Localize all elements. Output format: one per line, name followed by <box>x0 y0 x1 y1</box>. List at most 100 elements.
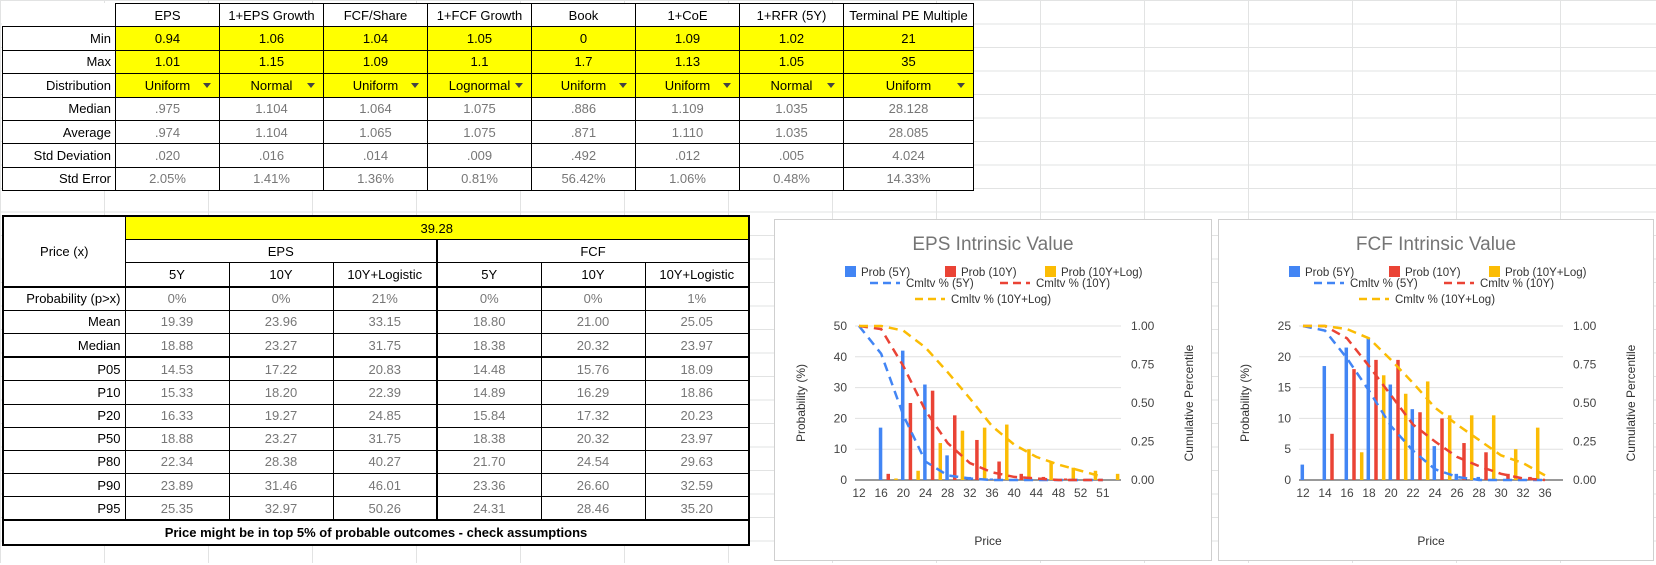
eps-intrinsic-value-chart[interactable]: EPS Intrinsic Value Prob (5Y) Prob (10Y) Pr… <box>774 219 1212 561</box>
table-cell[interactable]: 22.39 <box>332 380 438 405</box>
input-cell[interactable]: 1.01 <box>115 49 220 75</box>
table-cell[interactable]: 35.20 <box>644 496 750 521</box>
table-cell[interactable]: 17.32 <box>540 403 646 428</box>
table-cell[interactable]: 24.85 <box>332 403 438 428</box>
subheader-cell[interactable]: 10Y <box>228 262 334 288</box>
row-label[interactable]: Median <box>2 96 116 121</box>
table-cell[interactable]: 18.38 <box>436 426 542 451</box>
stat-cell[interactable]: 2.05% <box>115 166 220 192</box>
distribution-dropdown[interactable]: Uniform <box>635 73 740 98</box>
table-cell[interactable]: 19.39 <box>124 309 230 334</box>
stat-cell[interactable]: 1.104 <box>219 96 324 121</box>
stat-cell[interactable]: 1.06% <box>635 166 740 192</box>
stat-cell[interactable]: 1.065 <box>323 119 428 145</box>
stat-cell[interactable]: 1.075 <box>427 96 532 121</box>
stat-cell[interactable]: .020 <box>115 143 220 168</box>
distribution-dropdown[interactable]: Uniform <box>843 73 974 98</box>
stat-cell[interactable]: 0.81% <box>427 166 532 192</box>
table-cell[interactable]: 21.00 <box>540 309 646 334</box>
table-cell[interactable]: 14.89 <box>436 380 542 405</box>
warning-message[interactable]: Price might be in top 5% of probable out… <box>2 519 750 546</box>
table-cell[interactable]: 28.38 <box>228 449 334 475</box>
stat-cell[interactable]: 56.42% <box>531 166 636 192</box>
row-label[interactable]: P80 <box>2 449 126 475</box>
stat-cell[interactable]: .009 <box>427 143 532 168</box>
row-label[interactable]: P95 <box>2 496 126 521</box>
stat-cell[interactable]: 1.36% <box>323 166 428 192</box>
dropdown-arrow-icon[interactable] <box>957 83 965 89</box>
stat-cell[interactable]: .005 <box>739 143 844 168</box>
input-cell[interactable]: 21 <box>843 26 974 51</box>
input-cell[interactable]: 1.06 <box>219 26 324 51</box>
input-cell[interactable]: 1.13 <box>635 49 740 75</box>
stat-cell[interactable]: .014 <box>323 143 428 168</box>
row-label[interactable]: Median <box>2 332 126 358</box>
stat-cell[interactable]: 1.035 <box>739 96 844 121</box>
dropdown-arrow-icon[interactable] <box>515 83 523 89</box>
input-cell[interactable]: 1.05 <box>739 49 844 75</box>
stat-cell[interactable]: 0.48% <box>739 166 844 192</box>
input-cell[interactable]: 1.09 <box>323 49 428 75</box>
column-header[interactable]: EPS <box>115 2 220 28</box>
table-cell[interactable]: 18.88 <box>124 426 230 451</box>
column-header[interactable]: Book <box>531 2 636 28</box>
stat-cell[interactable]: .974 <box>115 119 220 145</box>
input-cell[interactable]: 1.1 <box>427 49 532 75</box>
table-cell[interactable]: 23.97 <box>644 332 750 358</box>
table-cell[interactable]: 26.60 <box>540 473 646 498</box>
table-cell[interactable]: 29.63 <box>644 449 750 475</box>
price-label[interactable]: Price (x) <box>2 215 126 288</box>
table-cell[interactable]: 14.48 <box>436 356 542 382</box>
table-cell[interactable]: 31.75 <box>332 332 438 358</box>
table-cell[interactable]: 20.32 <box>540 332 646 358</box>
table-cell[interactable]: 32.59 <box>644 473 750 498</box>
dropdown-arrow-icon[interactable] <box>411 83 419 89</box>
table-cell[interactable]: 18.86 <box>644 380 750 405</box>
table-cell[interactable]: 15.84 <box>436 403 542 428</box>
stat-cell[interactable]: .012 <box>635 143 740 168</box>
input-cell[interactable]: 1.04 <box>323 26 428 51</box>
table-cell[interactable]: 33.15 <box>332 309 438 334</box>
table-cell[interactable]: 23.96 <box>228 309 334 334</box>
table-cell[interactable]: 0% <box>124 286 230 311</box>
distribution-dropdown[interactable]: Uniform <box>115 73 220 98</box>
table-cell[interactable]: 15.33 <box>124 380 230 405</box>
row-label[interactable]: P20 <box>2 403 126 428</box>
fcf-intrinsic-value-chart[interactable]: FCF Intrinsic Value Prob (5Y) Prob (10Y) Pr… <box>1218 219 1654 561</box>
row-label[interactable]: Average <box>2 119 116 145</box>
table-cell[interactable]: 50.26 <box>332 496 438 521</box>
stat-cell[interactable]: 1.075 <box>427 119 532 145</box>
table-cell[interactable]: 28.46 <box>540 496 646 521</box>
stat-cell[interactable]: .016 <box>219 143 324 168</box>
subheader-cell[interactable]: 10Y <box>540 262 646 288</box>
table-cell[interactable]: 19.27 <box>228 403 334 428</box>
table-cell[interactable]: 0% <box>228 286 334 311</box>
table-cell[interactable]: 23.97 <box>644 426 750 451</box>
row-label[interactable]: Mean <box>2 309 126 334</box>
column-header[interactable]: 1+FCF Growth <box>427 2 532 28</box>
table-cell[interactable]: 16.29 <box>540 380 646 405</box>
stat-cell[interactable]: 1.035 <box>739 119 844 145</box>
table-cell[interactable]: 24.31 <box>436 496 542 521</box>
stat-cell[interactable]: 1.41% <box>219 166 324 192</box>
distribution-dropdown[interactable]: Uniform <box>323 73 428 98</box>
price-input-cell[interactable]: 39.28 <box>124 215 750 241</box>
row-label[interactable]: P50 <box>2 426 126 451</box>
table-cell[interactable]: 21.70 <box>436 449 542 475</box>
stat-cell[interactable]: 1.064 <box>323 96 428 121</box>
subheader-cell[interactable]: 10Y+Logistic <box>644 262 750 288</box>
table-cell[interactable]: 20.23 <box>644 403 750 428</box>
stat-cell[interactable]: 28.085 <box>843 119 974 145</box>
row-label[interactable]: Distribution <box>2 73 116 98</box>
row-label[interactable]: P90 <box>2 473 126 498</box>
stat-cell[interactable]: 1.109 <box>635 96 740 121</box>
row-label[interactable]: Std Error <box>2 166 116 192</box>
stat-cell[interactable]: 1.104 <box>219 119 324 145</box>
subheader-cell[interactable]: 5Y <box>124 262 230 288</box>
stat-cell[interactable]: 14.33% <box>843 166 974 192</box>
table-cell[interactable]: 14.53 <box>124 356 230 382</box>
column-header[interactable]: Terminal PE Multiple <box>843 2 974 28</box>
input-cell[interactable]: 1.15 <box>219 49 324 75</box>
distribution-dropdown[interactable]: Normal <box>739 73 844 98</box>
table-cell[interactable]: 23.27 <box>228 332 334 358</box>
